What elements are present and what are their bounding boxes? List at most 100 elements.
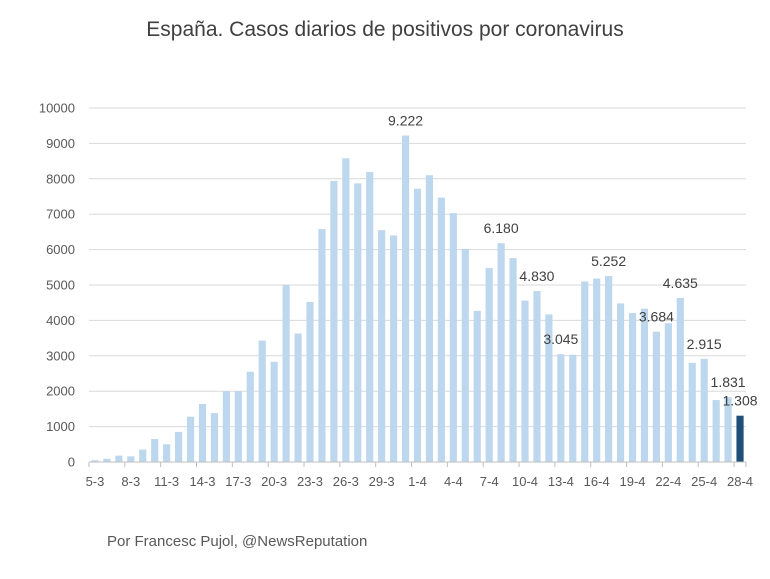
x-axis-ticks: 5-3 8-3 11-3 14-3 17-3 20-3 23-3 26-3 29-3 1-4 4-4… bbox=[86, 474, 753, 489]
bar bbox=[461, 248, 469, 462]
data-label: 3.684 bbox=[639, 309, 674, 325]
bar bbox=[210, 413, 219, 462]
y-axis-ticks: 0 1000 2000 3000 4000 5000 6000 7000 8000 9000 100… bbox=[39, 101, 75, 470]
x-tick-label: 1-4 bbox=[408, 474, 427, 489]
bar bbox=[222, 391, 230, 462]
chart-title: España. Casos diarios de positivos por c… bbox=[146, 18, 624, 41]
bar bbox=[163, 444, 171, 462]
bar bbox=[282, 285, 290, 462]
y-tick-label: 10000 bbox=[39, 101, 75, 116]
bar bbox=[246, 371, 254, 462]
bar bbox=[724, 397, 732, 462]
bar bbox=[616, 303, 625, 462]
x-tick-label: 25-4 bbox=[691, 474, 717, 489]
bar bbox=[318, 229, 326, 462]
bar bbox=[390, 235, 398, 462]
x-tick-label: 11-3 bbox=[154, 474, 179, 489]
bar bbox=[354, 183, 362, 463]
chart-footer-credit: Por Francesc Pujol, @NewsReputation bbox=[107, 533, 368, 550]
data-label: 3.045 bbox=[543, 331, 578, 347]
data-label: 6.180 bbox=[484, 220, 519, 236]
bar bbox=[91, 460, 99, 462]
x-tick-label: 5-3 bbox=[86, 474, 105, 489]
bar bbox=[198, 403, 207, 462]
data-label: 1.308 bbox=[723, 393, 758, 409]
bar bbox=[640, 308, 649, 462]
x-tick-label: 17-3 bbox=[225, 474, 251, 489]
bar bbox=[401, 135, 410, 462]
data-label: 5.252 bbox=[591, 253, 626, 269]
x-tick-label: 14-3 bbox=[189, 474, 215, 489]
bar bbox=[485, 268, 493, 462]
data-label: 1.831 bbox=[711, 374, 746, 390]
bar bbox=[688, 362, 696, 462]
bar bbox=[628, 312, 637, 462]
bar bbox=[473, 310, 481, 462]
bar bbox=[294, 333, 302, 462]
bar bbox=[175, 431, 183, 462]
bar bbox=[186, 416, 195, 462]
bar bbox=[569, 354, 577, 462]
x-tick-label: 16-4 bbox=[584, 474, 610, 489]
bar bbox=[425, 175, 434, 462]
bar bbox=[270, 361, 278, 462]
bar bbox=[378, 230, 386, 462]
bar bbox=[676, 297, 684, 462]
x-tick-label: 26-3 bbox=[333, 474, 359, 489]
bar bbox=[712, 400, 720, 462]
bar bbox=[652, 331, 660, 462]
bar bbox=[557, 354, 565, 462]
bar bbox=[593, 278, 601, 462]
bar bbox=[700, 358, 708, 462]
bar bbox=[330, 180, 338, 462]
bars bbox=[91, 135, 744, 463]
x-tick-label: 23-3 bbox=[297, 474, 323, 489]
bar bbox=[736, 415, 744, 462]
bar bbox=[127, 456, 135, 462]
y-tick-label: 2000 bbox=[46, 384, 75, 399]
bar bbox=[342, 158, 350, 462]
bar bbox=[521, 300, 529, 462]
x-tick-label: 19-4 bbox=[620, 474, 646, 489]
bar bbox=[509, 258, 517, 462]
bar bbox=[103, 458, 111, 462]
x-axis bbox=[88, 461, 747, 467]
bar bbox=[366, 172, 374, 462]
y-tick-label: 4000 bbox=[46, 313, 75, 328]
bar bbox=[258, 340, 266, 462]
x-tick-label: 13-4 bbox=[548, 474, 574, 489]
y-tick-label: 9000 bbox=[46, 136, 75, 151]
bar bbox=[545, 314, 553, 462]
bar bbox=[533, 291, 541, 462]
bar bbox=[605, 276, 613, 462]
bar bbox=[139, 449, 147, 462]
data-labels: 9.222 6.180 4.830 3.045 5.252 3.684 4.635 2.915… bbox=[388, 113, 758, 409]
data-label: 9.222 bbox=[388, 113, 423, 129]
y-tick-label: 7000 bbox=[46, 207, 75, 222]
data-label: 4.635 bbox=[663, 275, 698, 291]
bar bbox=[115, 455, 123, 462]
bar bbox=[306, 301, 314, 462]
bar bbox=[497, 243, 505, 462]
y-tick-label: 6000 bbox=[46, 242, 75, 257]
y-tick-label: 1000 bbox=[46, 419, 75, 434]
bar bbox=[151, 438, 159, 462]
data-label: 2.915 bbox=[687, 336, 722, 352]
y-tick-label: 3000 bbox=[46, 348, 75, 363]
x-tick-label: 28-4 bbox=[727, 474, 753, 489]
x-tick-label: 8-3 bbox=[121, 474, 140, 489]
bar bbox=[413, 188, 422, 462]
x-tick-label: 4-4 bbox=[444, 474, 463, 489]
x-tick-label: 20-3 bbox=[261, 474, 287, 489]
x-tick-label: 29-3 bbox=[369, 474, 395, 489]
bar bbox=[581, 281, 589, 462]
bar bbox=[664, 323, 672, 462]
data-label: 4.830 bbox=[519, 268, 554, 284]
x-tick-label: 22-4 bbox=[655, 474, 681, 489]
y-tick-label: 5000 bbox=[46, 278, 75, 293]
y-tick-label: 0 bbox=[68, 455, 75, 470]
bar bbox=[449, 213, 457, 462]
bar bbox=[234, 391, 242, 462]
x-tick-label: 7-4 bbox=[480, 474, 499, 489]
